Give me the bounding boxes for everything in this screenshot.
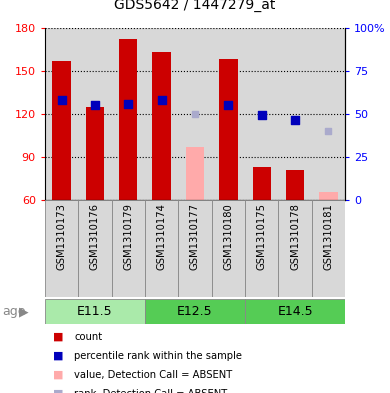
Bar — [45, 28, 78, 200]
Bar — [152, 52, 171, 200]
Text: GSM1310177: GSM1310177 — [190, 203, 200, 270]
Text: GSM1310179: GSM1310179 — [123, 203, 133, 270]
Bar — [112, 28, 145, 200]
Bar — [245, 200, 278, 297]
Text: GDS5642 / 1447279_at: GDS5642 / 1447279_at — [114, 0, 276, 12]
Bar — [212, 200, 245, 297]
Text: GSM1310173: GSM1310173 — [57, 203, 67, 270]
Bar — [278, 28, 312, 200]
Bar — [312, 28, 345, 200]
Point — [325, 128, 332, 134]
Text: GSM1310178: GSM1310178 — [290, 203, 300, 270]
Bar — [319, 192, 338, 200]
Bar — [86, 107, 104, 200]
Bar — [45, 200, 78, 297]
Bar — [278, 200, 312, 297]
Text: rank, Detection Call = ABSENT: rank, Detection Call = ABSENT — [74, 389, 227, 393]
Bar — [186, 147, 204, 200]
Bar — [119, 39, 137, 200]
Text: ■: ■ — [53, 370, 63, 380]
Point — [225, 102, 232, 108]
Text: GSM1310176: GSM1310176 — [90, 203, 100, 270]
Bar — [112, 200, 145, 297]
Bar — [219, 59, 238, 200]
Text: age: age — [2, 305, 25, 318]
Text: count: count — [74, 332, 102, 342]
Point — [92, 102, 98, 108]
Bar — [52, 61, 71, 200]
Point — [292, 117, 298, 123]
Text: GSM1310180: GSM1310180 — [223, 203, 233, 270]
Text: E14.5: E14.5 — [277, 305, 313, 318]
Text: ■: ■ — [53, 389, 63, 393]
Text: E11.5: E11.5 — [77, 305, 113, 318]
Bar — [286, 170, 304, 200]
Bar — [178, 200, 212, 297]
Bar — [212, 28, 245, 200]
Bar — [45, 299, 145, 324]
Bar — [78, 200, 112, 297]
Text: GSM1310175: GSM1310175 — [257, 203, 267, 270]
Text: E12.5: E12.5 — [177, 305, 213, 318]
Point — [58, 96, 65, 103]
Text: ■: ■ — [53, 332, 63, 342]
Text: ■: ■ — [53, 351, 63, 361]
Text: GSM1310181: GSM1310181 — [323, 203, 333, 270]
Bar — [245, 299, 345, 324]
Text: GSM1310174: GSM1310174 — [157, 203, 167, 270]
Bar — [145, 200, 178, 297]
Point — [192, 111, 198, 117]
Text: value, Detection Call = ABSENT: value, Detection Call = ABSENT — [74, 370, 232, 380]
Bar — [145, 28, 178, 200]
Point — [259, 112, 265, 119]
Bar — [78, 28, 112, 200]
Bar — [312, 200, 345, 297]
Text: percentile rank within the sample: percentile rank within the sample — [74, 351, 242, 361]
Bar — [253, 167, 271, 200]
Text: ▶: ▶ — [19, 305, 28, 318]
Point — [158, 96, 165, 103]
Point — [125, 101, 131, 107]
Bar — [145, 299, 245, 324]
Bar — [245, 28, 278, 200]
Bar — [178, 28, 212, 200]
